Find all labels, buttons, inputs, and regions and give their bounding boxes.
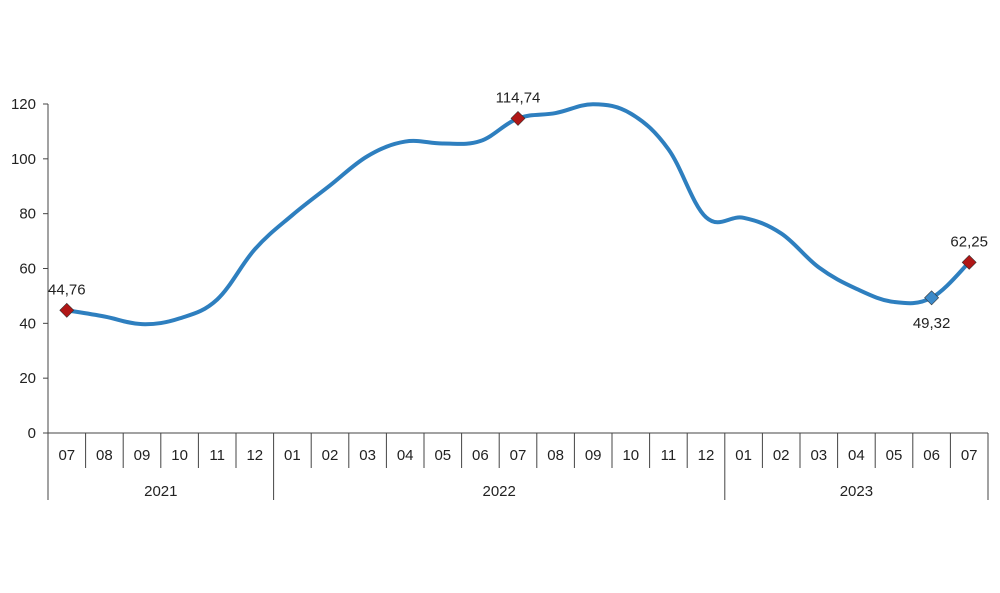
data-label-layer: 44,76 114,74 49,32 62,25 bbox=[48, 89, 988, 331]
year-label: 2022 bbox=[483, 483, 516, 500]
x-tick-label: 10 bbox=[622, 447, 639, 464]
y-tick-label: 80 bbox=[19, 206, 36, 223]
x-tick-label: 02 bbox=[322, 447, 339, 464]
data-label: 62,25 bbox=[950, 233, 988, 250]
x-tick-label: 03 bbox=[810, 447, 827, 464]
year-label: 2021 bbox=[144, 483, 177, 500]
y-tick-label: 40 bbox=[19, 315, 36, 332]
highlight-marker bbox=[924, 290, 940, 306]
x-tick-label: 05 bbox=[886, 447, 903, 464]
x-tick-label: 07 bbox=[961, 447, 978, 464]
year-label: 2023 bbox=[840, 483, 873, 500]
data-label: 44,76 bbox=[48, 281, 86, 298]
x-tick-label: 01 bbox=[735, 447, 752, 464]
marker-layer bbox=[59, 110, 977, 318]
x-tick-label: 12 bbox=[698, 447, 715, 464]
y-tick-label: 20 bbox=[19, 370, 36, 387]
x-tick-label: 12 bbox=[246, 447, 263, 464]
highlight-marker bbox=[510, 110, 526, 126]
x-tick-label: 10 bbox=[171, 447, 188, 464]
x-tick-label: 07 bbox=[58, 447, 75, 464]
x-tick-label: 06 bbox=[472, 447, 489, 464]
y-tick-label: 0 bbox=[28, 425, 36, 442]
data-label: 114,74 bbox=[496, 89, 541, 106]
x-tick-label: 02 bbox=[773, 447, 790, 464]
x-tick-label: 07 bbox=[510, 447, 527, 464]
axes bbox=[47, 104, 988, 434]
series-layer bbox=[64, 102, 972, 327]
x-tick-label: 08 bbox=[547, 447, 564, 464]
x-tick-label: 01 bbox=[284, 447, 301, 464]
x-tick-label: 09 bbox=[585, 447, 602, 464]
year-groups: 2021 2022 2023 bbox=[47, 468, 989, 500]
x-tick-label: 05 bbox=[434, 447, 451, 464]
x-tick-label: 04 bbox=[848, 447, 865, 464]
highlight-marker bbox=[961, 254, 977, 270]
series-line bbox=[64, 102, 972, 327]
highlight-marker bbox=[59, 302, 75, 318]
y-tick-label: 60 bbox=[19, 261, 36, 278]
x-tick-label: 08 bbox=[96, 447, 113, 464]
data-label: 49,32 bbox=[913, 315, 951, 332]
x-axis-ticks: 07 08 09 10 11 12 01 02 03 04 05 06 07 08 09 10 11 12 01 02… bbox=[47, 433, 989, 468]
x-tick-label: 04 bbox=[397, 447, 414, 464]
x-tick-label: 06 bbox=[923, 447, 940, 464]
x-tick-label: 09 bbox=[134, 447, 151, 464]
y-tick-label: 100 bbox=[11, 151, 36, 168]
x-tick-label: 03 bbox=[359, 447, 376, 464]
y-axis-ticks: 0 20 40 60 80 100 120 bbox=[11, 96, 48, 442]
x-tick-label: 11 bbox=[209, 447, 225, 464]
x-tick-label: 11 bbox=[661, 447, 677, 464]
y-tick-label: 120 bbox=[11, 96, 36, 113]
